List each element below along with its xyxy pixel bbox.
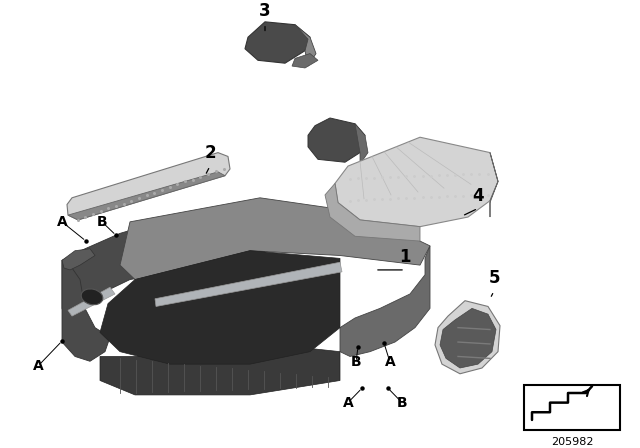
Text: 5: 5	[488, 269, 500, 287]
Polygon shape	[67, 153, 230, 220]
Polygon shape	[355, 124, 368, 164]
Text: B: B	[397, 396, 407, 409]
Polygon shape	[68, 172, 225, 220]
Polygon shape	[62, 249, 95, 270]
Polygon shape	[68, 287, 115, 316]
Polygon shape	[325, 183, 420, 241]
Text: B: B	[97, 215, 108, 229]
Text: 3: 3	[259, 2, 271, 20]
Polygon shape	[100, 251, 340, 364]
Bar	[524, 385, 620, 430]
Polygon shape	[295, 25, 316, 66]
Text: 205982: 205982	[551, 437, 593, 447]
Text: B: B	[351, 355, 362, 369]
Polygon shape	[440, 308, 496, 368]
Polygon shape	[62, 217, 270, 316]
Polygon shape	[245, 22, 310, 63]
Polygon shape	[292, 54, 318, 68]
Polygon shape	[120, 198, 430, 280]
Ellipse shape	[81, 289, 103, 305]
Polygon shape	[100, 342, 340, 395]
Text: 4: 4	[472, 186, 484, 205]
Polygon shape	[308, 118, 365, 162]
Polygon shape	[335, 137, 498, 227]
Polygon shape	[435, 301, 500, 374]
Text: A: A	[385, 355, 396, 369]
Text: A: A	[56, 215, 67, 229]
Text: A: A	[342, 396, 353, 409]
Polygon shape	[62, 260, 110, 361]
Text: A: A	[33, 359, 44, 373]
Text: 1: 1	[399, 248, 411, 266]
Polygon shape	[155, 262, 342, 306]
Polygon shape	[490, 153, 498, 217]
Polygon shape	[340, 246, 430, 357]
Text: 2: 2	[204, 144, 216, 162]
